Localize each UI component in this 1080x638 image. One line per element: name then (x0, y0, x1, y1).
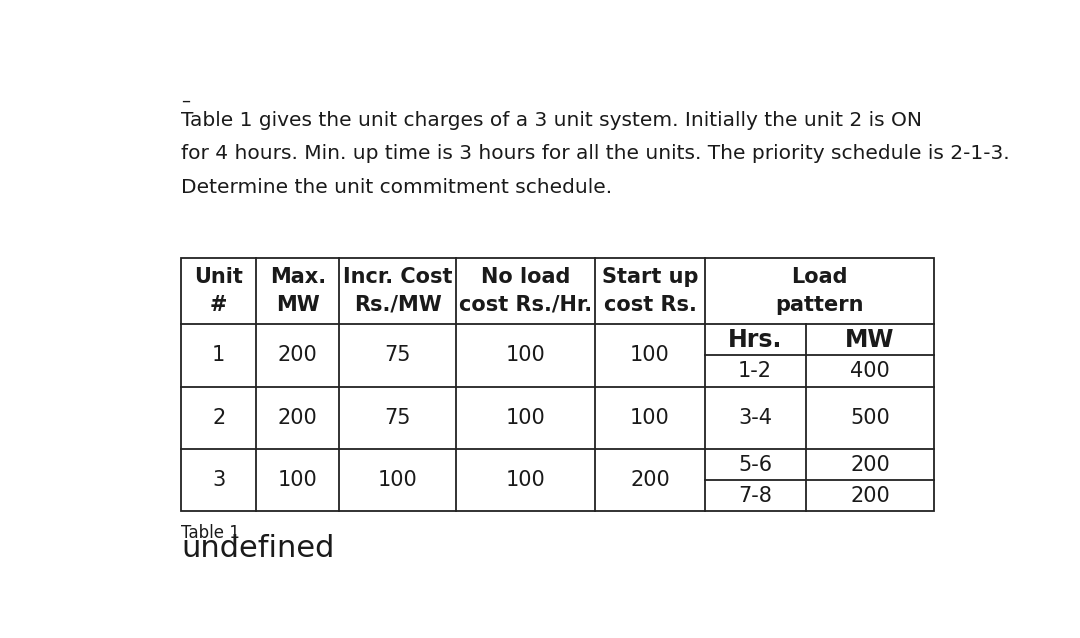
Text: Table 1 gives the unit charges of a 3 unit system. Initially the unit 2 is ON: Table 1 gives the unit charges of a 3 un… (181, 111, 922, 130)
Text: Unit: Unit (194, 267, 243, 288)
Text: –: – (181, 91, 190, 109)
Text: for 4 hours. Min. up time is 3 hours for all the units. The priority schedule is: for 4 hours. Min. up time is 3 hours for… (181, 144, 1010, 163)
Text: 100: 100 (505, 408, 545, 427)
Text: 400: 400 (850, 361, 890, 381)
Text: 100: 100 (630, 345, 670, 366)
Text: Hrs.: Hrs. (728, 328, 782, 352)
Text: cost Rs./Hr.: cost Rs./Hr. (459, 295, 592, 315)
Text: Determine the unit commitment schedule.: Determine the unit commitment schedule. (181, 178, 612, 197)
Text: Max.: Max. (270, 267, 326, 288)
Text: 3: 3 (212, 470, 226, 490)
Text: Incr. Cost: Incr. Cost (342, 267, 453, 288)
Bar (181, 258, 934, 511)
Text: 200: 200 (850, 454, 890, 475)
Text: 200: 200 (278, 408, 318, 427)
Text: 1-2: 1-2 (738, 361, 772, 381)
Text: pattern: pattern (775, 295, 864, 315)
Text: 200: 200 (630, 470, 670, 490)
Text: Table 1: Table 1 (181, 524, 240, 542)
Text: cost Rs.: cost Rs. (604, 295, 697, 315)
Text: 200: 200 (278, 345, 318, 366)
Text: 1: 1 (212, 345, 226, 366)
Text: 5-6: 5-6 (738, 454, 772, 475)
Text: 7-8: 7-8 (739, 486, 772, 506)
Text: Rs./MW: Rs./MW (354, 295, 442, 315)
Text: 200: 200 (850, 486, 890, 506)
Text: No load: No load (481, 267, 570, 288)
Text: 100: 100 (378, 470, 418, 490)
Text: MW: MW (275, 295, 320, 315)
Text: Load: Load (792, 267, 848, 288)
Text: 75: 75 (384, 345, 410, 366)
Text: 2: 2 (212, 408, 226, 427)
Text: Start up: Start up (602, 267, 698, 288)
Text: 75: 75 (384, 408, 410, 427)
Text: MW: MW (846, 328, 894, 352)
Text: 3-4: 3-4 (738, 408, 772, 427)
Text: 500: 500 (850, 408, 890, 427)
Text: #: # (210, 295, 228, 315)
Text: 100: 100 (278, 470, 318, 490)
Text: 100: 100 (505, 345, 545, 366)
Text: 100: 100 (505, 470, 545, 490)
Text: 100: 100 (630, 408, 670, 427)
Text: undefined: undefined (181, 534, 335, 563)
